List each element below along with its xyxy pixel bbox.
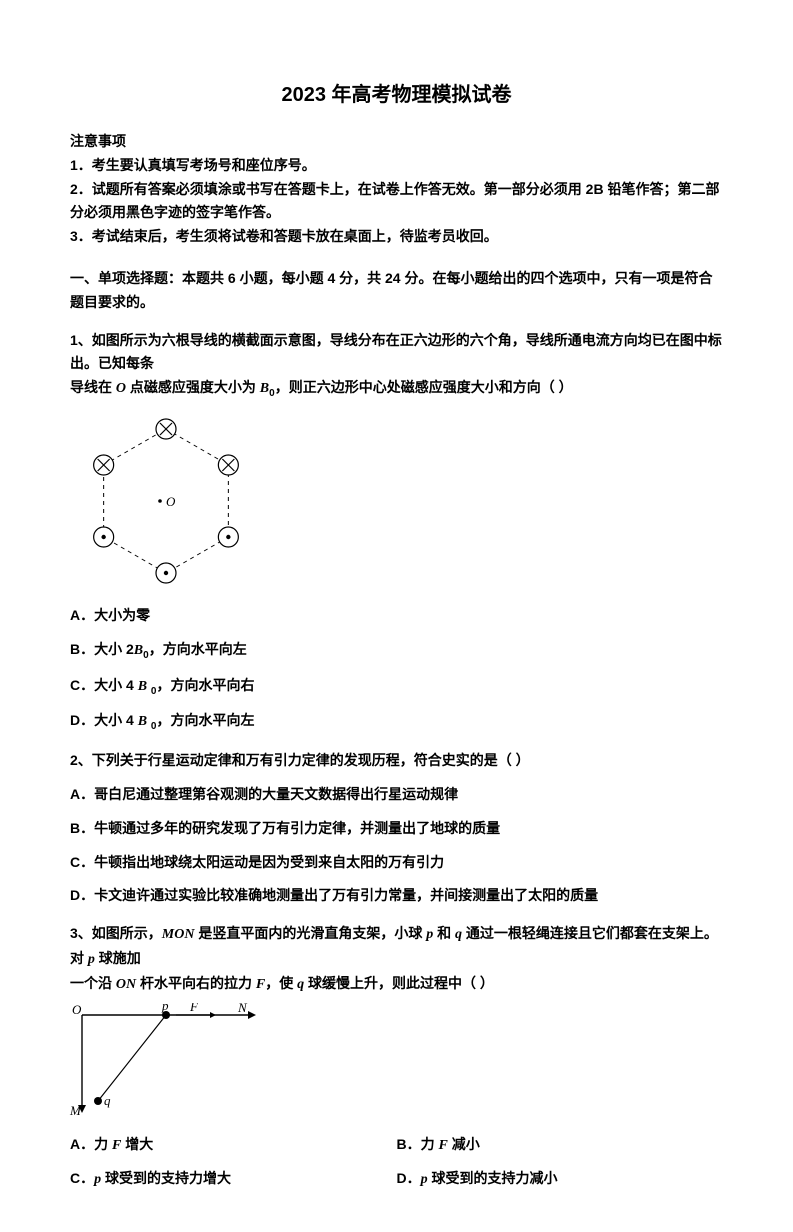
- q3-stem-h: ，使: [265, 975, 297, 991]
- q3-D-p: p: [421, 1172, 428, 1187]
- notice-block: 注意事项 1．考生要认真填写考场号和座位序号。 2．试题所有答案必须填涂或书写在…: [70, 130, 723, 249]
- section-1-header: 一、单项选择题：本题共 6 小题，每小题 4 分，共 24 分。在每小题给出的四…: [70, 267, 723, 315]
- q3-A-pre: A．力: [70, 1136, 112, 1152]
- q3-A-F: F: [112, 1138, 121, 1153]
- q1-stem-line1: 1、如图所示为六根导线的横截面示意图，导线分布在正六边形的六个角，导线所通电流方…: [70, 329, 723, 377]
- q1-B-pre: B．大小 2: [70, 641, 134, 657]
- q2-options: A．哥白尼通过整理第谷观测的大量天文数据得出行星运动规律 B．牛顿通过多年的研究…: [70, 783, 723, 908]
- page-title: 2023 年高考物理模拟试卷: [70, 78, 723, 112]
- q1-B-Bvar: B: [134, 643, 143, 658]
- q1-opt-C: C．大小 4 B 0，方向水平向右: [70, 674, 723, 700]
- notice-1: 1．考生要认真填写考场号和座位序号。: [70, 154, 723, 178]
- svg-text:O: O: [166, 494, 176, 509]
- q1-opt-A: A．大小为零: [70, 604, 723, 628]
- q3-p2: p: [88, 952, 95, 967]
- q3-stem-b: 是竖直平面内的光滑直角支架，小球: [194, 925, 426, 941]
- q3-opt-B: B．力 F 减小: [397, 1133, 724, 1158]
- svg-text:O: O: [72, 1003, 82, 1017]
- notice-2: 2．试题所有答案必须填涂或书写在答题卡上，在试卷上作答无效。第一部分必须用 2B…: [70, 178, 723, 226]
- q3-C-post: 球受到的支持力增大: [101, 1170, 231, 1186]
- q1-D-post: ，方向水平向左: [156, 712, 254, 728]
- exam-page: 2023 年高考物理模拟试卷 注意事项 1．考生要认真填写考场号和座位序号。 2…: [0, 0, 793, 1232]
- svg-text:p: p: [161, 1003, 169, 1013]
- notice-3: 3．考试结束后，考生须将试卷和答题卡放在桌面上，待监考员收回。: [70, 225, 723, 249]
- q2-opt-C: C．牛顿指出地球绕太阳运动是因为受到来自太阳的万有引力: [70, 851, 723, 875]
- q3-opt-A: A．力 F 增大: [70, 1133, 397, 1158]
- q1-options: A．大小为零 B．大小 2B0，方向水平向左 C．大小 4 B 0，方向水平向右…: [70, 604, 723, 735]
- q1-stem-d: ，则正六边形中心处磁感应强度大小和方向（ ）: [275, 379, 573, 395]
- q1-D-pre: D．大小 4: [70, 712, 138, 728]
- q3-options: A．力 F 增大 B．力 F 减小 C．p 球受到的支持力增大 D．p 球受到的…: [70, 1133, 723, 1193]
- q1-stem-c: 点磁感应强度大小为: [126, 379, 260, 395]
- q3-opt-D: D．p 球受到的支持力减小: [397, 1167, 724, 1192]
- svg-text:N: N: [237, 1003, 248, 1015]
- q3-B-post: 减小: [448, 1136, 480, 1152]
- q1-opt-B: B．大小 2B0，方向水平向左: [70, 638, 723, 664]
- hexagon-diagram: O: [66, 408, 286, 594]
- q3-B-F: F: [439, 1138, 448, 1153]
- q3-stem-line2: 一个沿 ON 杆水平向右的拉力 F，使 q 球缓慢上升，则此过程中（ ）: [70, 972, 723, 997]
- q1-stem-line2: 导线在 O 点磁感应强度大小为 B0，则正六边形中心处磁感应强度大小和方向（ ）: [70, 376, 723, 402]
- q3-D-pre: D．: [397, 1170, 421, 1186]
- q3-opt-C: C．p 球受到的支持力增大: [70, 1167, 397, 1192]
- q2-opt-D: D．卡文迪许通过实验比较准确地测量出了万有引力常量，并间接测量出了太阳的质量: [70, 884, 723, 908]
- q1-D-Bvar: B: [138, 714, 147, 729]
- q3-stem-c: 和: [433, 925, 455, 941]
- q1-stem-b: 导线在: [70, 379, 116, 395]
- right-angle-diagram: O N Mp q F: [66, 1003, 266, 1123]
- q1-B-post: ，方向水平向左: [149, 641, 247, 657]
- q1-C-post: ，方向水平向右: [156, 677, 254, 693]
- q1-C-pre: C．大小 4: [70, 677, 138, 693]
- q2-stem: 2、下列关于行星运动定律和万有引力定律的发现历程，符合史实的是（ ）: [70, 749, 723, 773]
- notice-heading: 注意事项: [70, 130, 723, 154]
- q1-O: O: [116, 381, 126, 396]
- q1-C-Bvar: B: [138, 679, 147, 694]
- q3-A-post: 增大: [121, 1136, 153, 1152]
- q3-q: q: [455, 927, 462, 942]
- q3-B-pre: B．力: [397, 1136, 439, 1152]
- q3-C-pre: C．: [70, 1170, 94, 1186]
- q3-figure: O N Mp q F: [66, 1003, 723, 1123]
- q2-opt-A: A．哥白尼通过整理第谷观测的大量天文数据得出行星运动规律: [70, 783, 723, 807]
- q3-stem-line1: 3、如图所示，MON 是竖直平面内的光滑直角支架，小球 p 和 q 通过一根轻绳…: [70, 922, 723, 972]
- svg-text:M: M: [69, 1103, 82, 1118]
- q3-F: F: [256, 977, 265, 992]
- q3-stem-f: 一个沿: [70, 975, 116, 991]
- q3-stem-a: 3、如图所示，: [70, 925, 162, 941]
- q1-figure: O: [66, 408, 723, 594]
- q3-stem-i: 球缓慢上升，则此过程中（ ）: [304, 975, 494, 991]
- q3-C-p: p: [94, 1172, 101, 1187]
- q3-D-post: 球受到的支持力减小: [428, 1170, 558, 1186]
- q2-opt-B: B．牛顿通过多年的研究发现了万有引力定律，并测量出了地球的质量: [70, 817, 723, 841]
- svg-text:q: q: [104, 1093, 111, 1108]
- q3-ON: ON: [116, 977, 136, 992]
- q3-stem-g: 杆水平向右的拉力: [136, 975, 256, 991]
- q1-opt-D: D．大小 4 B 0，方向水平向左: [70, 709, 723, 735]
- q3-stem-e: 球施加: [95, 950, 141, 966]
- q3-MON: MON: [162, 927, 195, 942]
- q1-B: B: [260, 381, 269, 396]
- svg-text:F: F: [189, 1003, 199, 1014]
